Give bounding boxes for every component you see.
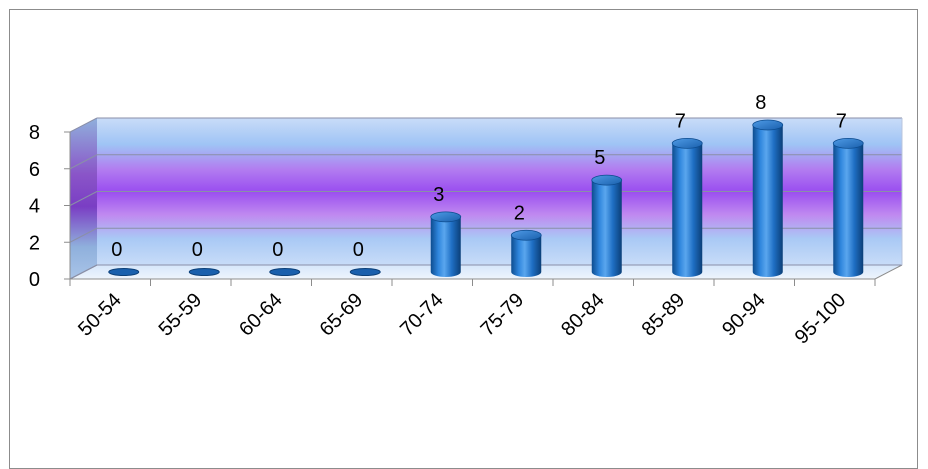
- data-label: 0: [272, 239, 283, 261]
- x-tick-label: 85-89: [638, 289, 690, 341]
- bar-cap: [269, 268, 301, 276]
- bar-chart: 0 2 4 6 8 0 50-54 0 55-59 0 60-64 0 65-69 3 70-74 2 75-7…: [29, 92, 903, 349]
- data-label: 7: [675, 110, 686, 132]
- bar-cap: [188, 268, 220, 276]
- y-tick-label: 2: [29, 232, 40, 254]
- data-label: 2: [514, 202, 525, 224]
- bar-80-84: [591, 174, 623, 277]
- gridline-side: [69, 227, 98, 243]
- axes: [64, 131, 876, 286]
- bar-cap: [430, 211, 462, 223]
- x-tick-label: 50-54: [74, 289, 126, 341]
- bar-cap: [108, 268, 140, 276]
- data-label: 7: [836, 110, 847, 132]
- data-label: 0: [111, 239, 122, 261]
- bar-cap: [671, 137, 703, 149]
- bar-body: [430, 216, 461, 277]
- data-label: 0: [192, 239, 203, 261]
- x-tick-label: 80-84: [557, 289, 609, 341]
- data-label: 5: [594, 147, 605, 169]
- bars: [108, 119, 864, 277]
- x-tick-label: 70-74: [396, 289, 448, 341]
- x-tick-label: 90-94: [718, 289, 770, 341]
- bar-65-69: [349, 268, 381, 276]
- bar-55-59: [188, 268, 220, 276]
- x-tick-label: 65-69: [316, 289, 368, 341]
- bar-body: [833, 143, 864, 277]
- y-tick-label: 0: [29, 269, 40, 291]
- gridline-side: [69, 154, 98, 170]
- bar-body: [591, 180, 622, 277]
- bar-90-94: [752, 119, 784, 277]
- bar-cap: [591, 174, 623, 186]
- data-label: 3: [433, 184, 444, 206]
- bar-cap: [349, 268, 381, 276]
- bar-60-64: [269, 268, 301, 276]
- bar-body: [511, 235, 542, 277]
- x-tick-label: 60-64: [235, 289, 287, 341]
- y-tick-label: 6: [29, 159, 40, 181]
- bar-50-54: [108, 268, 140, 276]
- gridline-side: [69, 191, 98, 206]
- bar-cap: [752, 119, 784, 131]
- bar-95-100: [832, 137, 864, 277]
- bar-85-89: [671, 137, 703, 277]
- data-label: 0: [353, 239, 364, 261]
- bar-75-79: [510, 229, 542, 277]
- bar-cap: [832, 137, 864, 149]
- bar-body: [672, 143, 703, 277]
- x-tick-label: 55-59: [155, 289, 207, 341]
- gridline-side: [69, 117, 98, 133]
- data-label: 8: [755, 92, 766, 114]
- bar-cap: [510, 229, 542, 241]
- x-tick-label: 95-100: [791, 289, 851, 349]
- bar-body: [752, 125, 783, 277]
- y-tick-label: 8: [29, 122, 40, 144]
- y-tick-label: 4: [29, 196, 40, 218]
- bar-70-74: [430, 211, 462, 277]
- gridline-side: [69, 264, 98, 280]
- x-tick-label: 75-79: [477, 289, 529, 341]
